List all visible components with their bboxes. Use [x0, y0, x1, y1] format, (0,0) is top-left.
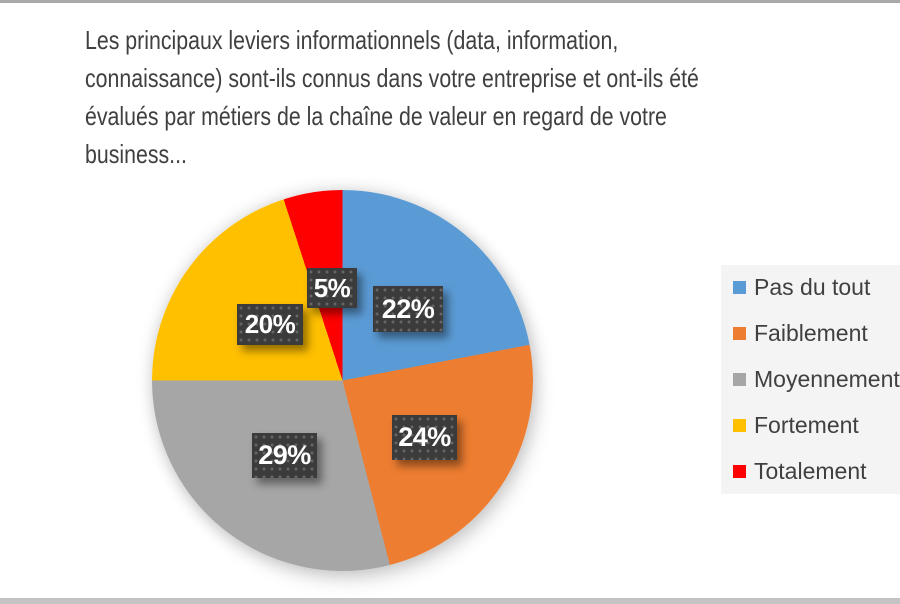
chart-title: Les principaux leviers informationnels (… [85, 21, 699, 173]
legend-item-faiblement: Faiblement [733, 311, 900, 356]
top-border [0, 0, 900, 3]
chart-title-line: Les principaux leviers informationnels (… [85, 25, 619, 55]
legend: Pas du tout Faiblement Moyennement Forte… [721, 265, 900, 494]
legend-color-swatch-moyennement [733, 372, 746, 386]
legend-label-faiblement: Faiblement [754, 320, 868, 347]
data-label-totalement: 5% [307, 268, 357, 308]
legend-label-moyennement: Moyennement [754, 365, 900, 392]
bottom-border [0, 598, 900, 604]
chart-title-line: connaissance) sont-ils connus dans votre… [85, 63, 699, 93]
legend-item-pas-du-tout: Pas du tout [733, 265, 900, 310]
legend-item-fortement: Fortement [733, 403, 900, 448]
data-label-faiblement: 24% [392, 415, 457, 460]
legend-label-fortement: Fortement [754, 411, 859, 438]
legend-item-moyennement: Moyennement [733, 357, 900, 402]
legend-color-swatch-pas-du-tout [733, 281, 746, 295]
legend-label-totalement: Totalement [754, 457, 867, 484]
legend-item-totalement: Totalement [733, 449, 900, 494]
data-label-moyennement: 29% [252, 433, 317, 478]
legend-color-swatch-fortement [733, 418, 746, 432]
data-label-pas-du-tout: 22% [373, 286, 443, 332]
legend-color-swatch-totalement [733, 464, 746, 478]
legend-color-swatch-faiblement [733, 327, 746, 341]
chart-title-line: évalués par métiers de la chaîne de vale… [85, 101, 667, 131]
chart-title-line: business... [85, 139, 187, 169]
data-label-fortement: 20% [237, 304, 303, 345]
pie-chart [152, 190, 533, 571]
legend-label-pas-du-tout: Pas du tout [754, 274, 871, 301]
